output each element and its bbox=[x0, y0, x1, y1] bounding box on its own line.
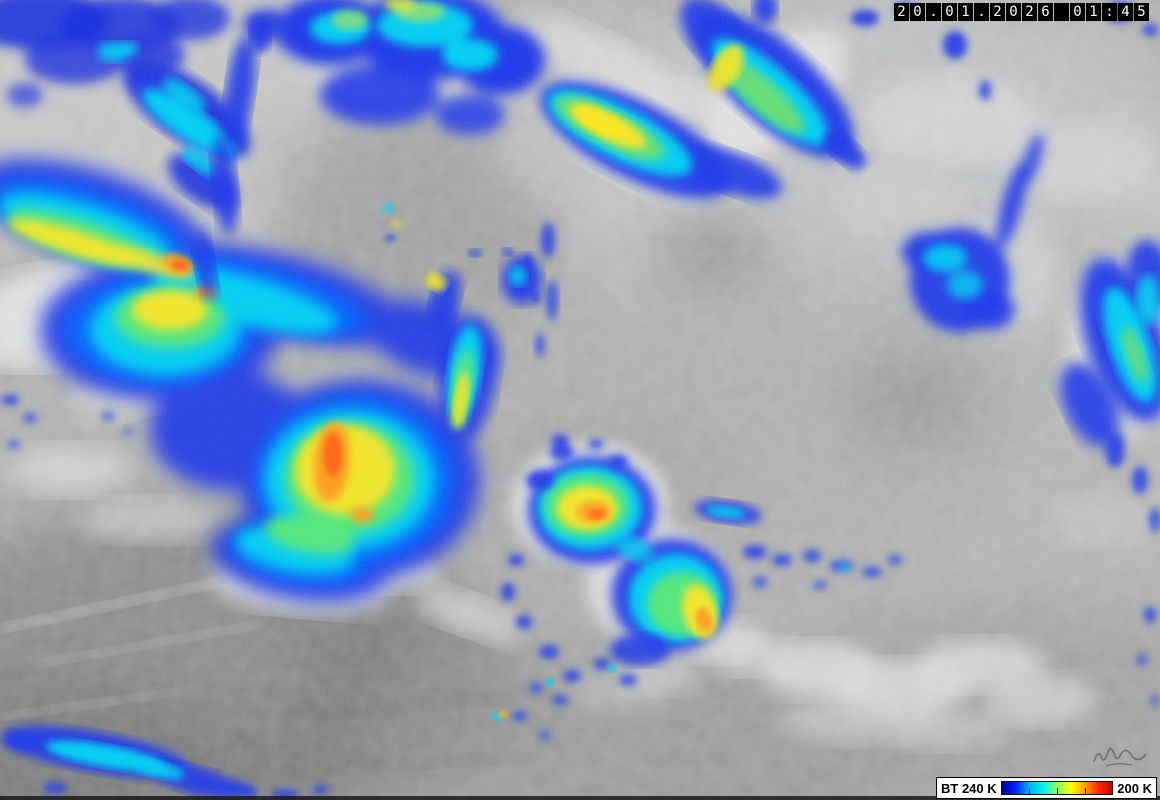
timestamp-char: . bbox=[926, 3, 941, 21]
timestamp-char: 2 bbox=[1022, 3, 1037, 21]
timestamp-char: : bbox=[1102, 3, 1117, 21]
timestamp-char: 2 bbox=[894, 3, 909, 21]
legend-max-label: 200 K bbox=[1117, 780, 1152, 796]
signature-watermark-icon bbox=[1093, 748, 1147, 767]
timestamp-char: 5 bbox=[1134, 3, 1149, 21]
legend-tick bbox=[1029, 788, 1031, 794]
legend-tick bbox=[1056, 788, 1058, 794]
timestamp-char: 0 bbox=[942, 3, 957, 21]
legend-min-label: BT 240 K bbox=[941, 780, 997, 796]
timestamp-char: 1 bbox=[1086, 3, 1101, 21]
timestamp-char: 0 bbox=[1006, 3, 1021, 21]
timestamp-char: 4 bbox=[1118, 3, 1133, 21]
timestamp-char: 0 bbox=[1070, 3, 1085, 21]
timestamp-char: 0 bbox=[910, 3, 925, 21]
bottom-edge-line bbox=[0, 796, 1160, 800]
timestamp-char: 2 bbox=[990, 3, 1005, 21]
timestamp-char: . bbox=[974, 3, 989, 21]
colorbar-legend: BT 240 K 200 K bbox=[936, 777, 1157, 799]
timestamp-char bbox=[1054, 3, 1069, 21]
timestamp-char: 6 bbox=[1038, 3, 1053, 21]
legend-tick bbox=[1084, 788, 1086, 794]
colorbar-gradient bbox=[1000, 781, 1114, 795]
timestamp-char: 1 bbox=[958, 3, 973, 21]
